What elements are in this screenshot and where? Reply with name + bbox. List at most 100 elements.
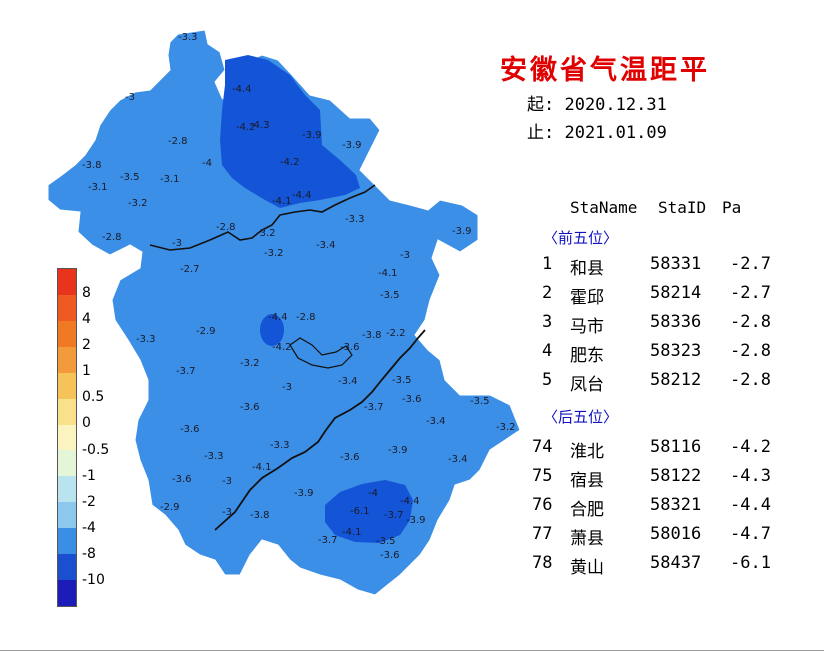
station-value: -3.6 [340, 342, 360, 353]
station-value: -3.6 [240, 402, 260, 413]
station-name: 和县 [570, 259, 604, 279]
station-value: -4.4 [268, 312, 288, 323]
legend-label: 8 [82, 285, 91, 302]
station-id: 58323 [650, 341, 702, 361]
map-title: 安徽省气温距平 [500, 55, 710, 86]
pa-value: -2.7 [730, 254, 771, 274]
station-value: -3.9 [388, 445, 408, 456]
station-value: -3.1 [88, 182, 108, 193]
station-value: -2.8 [102, 232, 122, 243]
station-id: 58116 [650, 437, 702, 457]
station-value: -4.1 [342, 527, 362, 538]
station-value: -3 [400, 250, 410, 261]
huai-river [149, 184, 376, 251]
pa-value: -4.4 [730, 495, 771, 515]
rank: 5 [542, 370, 553, 390]
station-value: -3.5 [470, 396, 490, 407]
legend-swatch [58, 450, 76, 477]
table-row: 2 霍邱 58214 -2.7 [532, 283, 782, 308]
station-value: -3.2 [264, 248, 284, 259]
legend-label: -10 [82, 571, 105, 588]
bottom-divider [0, 650, 824, 651]
table-row: 77 萧县 58016 -4.7 [532, 524, 782, 549]
station-value: -3.6 [180, 424, 200, 435]
station-value: -4.1 [252, 462, 272, 473]
chaohu-lake [289, 337, 353, 369]
bottom-five-label: 〈后五位〉 [543, 408, 619, 426]
legend-swatch [58, 476, 76, 503]
table-row: 5 凤台 58212 -2.8 [532, 370, 782, 395]
station-value: -2.8 [216, 222, 236, 233]
station-name: 凤台 [570, 375, 604, 395]
rank: 74 [532, 437, 553, 457]
rank: 4 [542, 341, 553, 361]
start-date: 起: 2020.12.31 [527, 95, 667, 115]
legend-swatch [58, 346, 76, 373]
station-value: -3.2 [240, 358, 260, 369]
province-outline [47, 29, 521, 596]
station-value: -3.1 [160, 174, 180, 185]
station-name: 淮北 [570, 442, 604, 462]
station-value: -4.1 [378, 268, 398, 279]
legend-label: 0 [82, 415, 91, 432]
station-name: 合肥 [570, 500, 604, 520]
station-id: 58321 [650, 495, 702, 515]
legend-swatch [58, 528, 76, 555]
station-id: 58016 [650, 524, 702, 544]
pa-value: -4.7 [730, 524, 771, 544]
legend-label: -1 [82, 467, 96, 484]
station-value: -4.2 [272, 342, 292, 353]
legend-swatch [58, 294, 76, 321]
legend-label: 1 [82, 363, 91, 380]
legend-label: 2 [82, 337, 91, 354]
station-value: -3.3 [270, 440, 290, 451]
rank: 77 [532, 524, 553, 544]
station-value: -3.2 [128, 198, 148, 209]
rank: 76 [532, 495, 553, 515]
station-value: -3 [282, 382, 292, 393]
station-value: -3.3 [136, 334, 156, 345]
legend-swatch [58, 554, 76, 581]
legend-swatch [58, 398, 76, 425]
station-value: -3 [125, 92, 135, 103]
station-value: -4.2 [236, 122, 256, 133]
station-value: -3.3 [178, 32, 198, 43]
station-value: -3.4 [448, 454, 468, 465]
rank: 78 [532, 553, 553, 573]
station-value: -3.5 [380, 290, 400, 301]
station-value: -3.4 [338, 376, 358, 387]
station-value: -2.9 [160, 502, 180, 513]
col-header-staid: StaID [658, 198, 707, 217]
col-header-pa: Pa [722, 198, 742, 217]
station-value: -3.9 [302, 130, 322, 141]
legend-swatch [58, 580, 76, 606]
station-value: -3.3 [204, 451, 224, 462]
station-value: -2.2 [386, 328, 406, 339]
station-value: -3.6 [380, 550, 400, 561]
pa-value: -2.8 [730, 370, 771, 390]
cold-zone-north [220, 55, 360, 208]
pa-value: -6.1 [730, 553, 771, 573]
table-row: 76 合肥 58321 -4.4 [532, 495, 782, 520]
legend-label: -4 [82, 519, 96, 536]
color-legend [57, 268, 77, 607]
col-header-staname: StaName [570, 198, 638, 217]
station-id: 58214 [650, 283, 702, 303]
station-id: 58437 [650, 553, 702, 573]
end-date: 止: 2021.01.09 [527, 123, 667, 143]
table-row: 4 肥东 58323 -2.8 [532, 341, 782, 366]
station-value: -3.5 [120, 172, 140, 183]
station-labels: -3.3-4.4-4.2-4.3-3-3.9-3.9-2.8-3.8-3.1-3… [82, 32, 516, 561]
station-id: 58336 [650, 312, 702, 332]
station-name: 霍邱 [570, 288, 604, 308]
station-name: 宿县 [570, 471, 604, 491]
station-value: -4.4 [232, 84, 252, 95]
station-value: -6.1 [350, 506, 370, 517]
station-value: -4.4 [292, 190, 312, 201]
station-value: -3 [172, 238, 182, 249]
station-value: -3.3 [345, 214, 365, 225]
station-value: -3.6 [402, 394, 422, 405]
pa-value: -4.2 [730, 437, 771, 457]
rank: 3 [542, 312, 553, 332]
